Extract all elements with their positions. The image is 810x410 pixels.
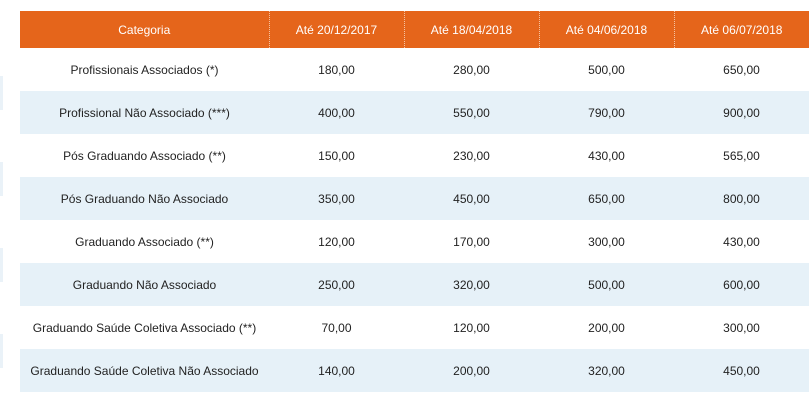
category-cell: Graduando Associado (**) bbox=[20, 220, 269, 263]
table-row: Profissional Não Associado (***) 400,00 … bbox=[20, 91, 809, 134]
price-cell: 650,00 bbox=[674, 48, 809, 91]
price-cell: 500,00 bbox=[539, 48, 674, 91]
price-cell: 650,00 bbox=[539, 177, 674, 220]
table-row: Pós Graduando Não Associado 350,00 450,0… bbox=[20, 177, 809, 220]
table-row: Profissionais Associados (*) 180,00 280,… bbox=[20, 48, 809, 91]
header-deadline-2: Até 18/04/2018 bbox=[404, 11, 540, 48]
category-cell: Graduando Saúde Coletiva Associado (**) bbox=[20, 306, 269, 349]
price-cell: 550,00 bbox=[404, 91, 539, 134]
price-cell: 565,00 bbox=[674, 134, 809, 177]
price-cell: 200,00 bbox=[404, 349, 539, 392]
price-cell: 200,00 bbox=[539, 306, 674, 349]
price-cell: 790,00 bbox=[539, 91, 674, 134]
header-category: Categoria bbox=[20, 11, 270, 48]
price-cell: 900,00 bbox=[674, 91, 809, 134]
header-deadline-3: Até 04/06/2018 bbox=[539, 11, 675, 48]
category-cell: Pós Graduando Associado (**) bbox=[20, 134, 269, 177]
table-row: Graduando Saúde Coletiva Não Associado 1… bbox=[20, 349, 809, 392]
price-cell: 450,00 bbox=[674, 349, 809, 392]
table-row: Graduando Associado (**) 120,00 170,00 3… bbox=[20, 220, 809, 263]
price-cell: 400,00 bbox=[269, 91, 404, 134]
price-cell: 300,00 bbox=[539, 220, 674, 263]
price-cell: 140,00 bbox=[269, 349, 404, 392]
price-cell: 170,00 bbox=[404, 220, 539, 263]
header-deadline-1: Até 20/12/2017 bbox=[269, 11, 405, 48]
price-cell: 150,00 bbox=[269, 134, 404, 177]
header-deadline-4: Até 06/07/2018 bbox=[674, 11, 809, 48]
edge-marker bbox=[0, 334, 3, 368]
price-cell: 500,00 bbox=[539, 263, 674, 306]
table-row: Pós Graduando Associado (**) 150,00 230,… bbox=[20, 134, 809, 177]
price-cell: 250,00 bbox=[269, 263, 404, 306]
price-cell: 320,00 bbox=[404, 263, 539, 306]
header-row: Categoria Até 20/12/2017 Até 18/04/2018 … bbox=[20, 11, 809, 48]
edge-marker bbox=[0, 248, 3, 282]
price-cell: 120,00 bbox=[269, 220, 404, 263]
price-cell: 800,00 bbox=[674, 177, 809, 220]
price-cell: 230,00 bbox=[404, 134, 539, 177]
table-row: Graduando Não Associado 250,00 320,00 50… bbox=[20, 263, 809, 306]
table-row: Graduando Saúde Coletiva Associado (**) … bbox=[20, 306, 809, 349]
price-table: Categoria Até 20/12/2017 Até 18/04/2018 … bbox=[20, 11, 809, 392]
price-cell: 350,00 bbox=[269, 177, 404, 220]
price-cell: 180,00 bbox=[269, 48, 404, 91]
price-cell: 70,00 bbox=[269, 306, 404, 349]
table-header: Categoria Até 20/12/2017 Até 18/04/2018 … bbox=[20, 11, 809, 48]
price-cell: 600,00 bbox=[674, 263, 809, 306]
price-cell: 450,00 bbox=[404, 177, 539, 220]
category-cell: Graduando Saúde Coletiva Não Associado bbox=[20, 349, 269, 392]
edge-marker bbox=[0, 162, 3, 196]
category-cell: Profissional Não Associado (***) bbox=[20, 91, 269, 134]
price-cell: 430,00 bbox=[539, 134, 674, 177]
price-cell: 120,00 bbox=[404, 306, 539, 349]
category-cell: Graduando Não Associado bbox=[20, 263, 269, 306]
price-cell: 430,00 bbox=[674, 220, 809, 263]
category-cell: Pós Graduando Não Associado bbox=[20, 177, 269, 220]
price-cell: 280,00 bbox=[404, 48, 539, 91]
edge-marker bbox=[0, 76, 3, 110]
price-cell: 320,00 bbox=[539, 349, 674, 392]
category-cell: Profissionais Associados (*) bbox=[20, 48, 269, 91]
table-body: Profissionais Associados (*) 180,00 280,… bbox=[20, 48, 809, 392]
price-cell: 300,00 bbox=[674, 306, 809, 349]
